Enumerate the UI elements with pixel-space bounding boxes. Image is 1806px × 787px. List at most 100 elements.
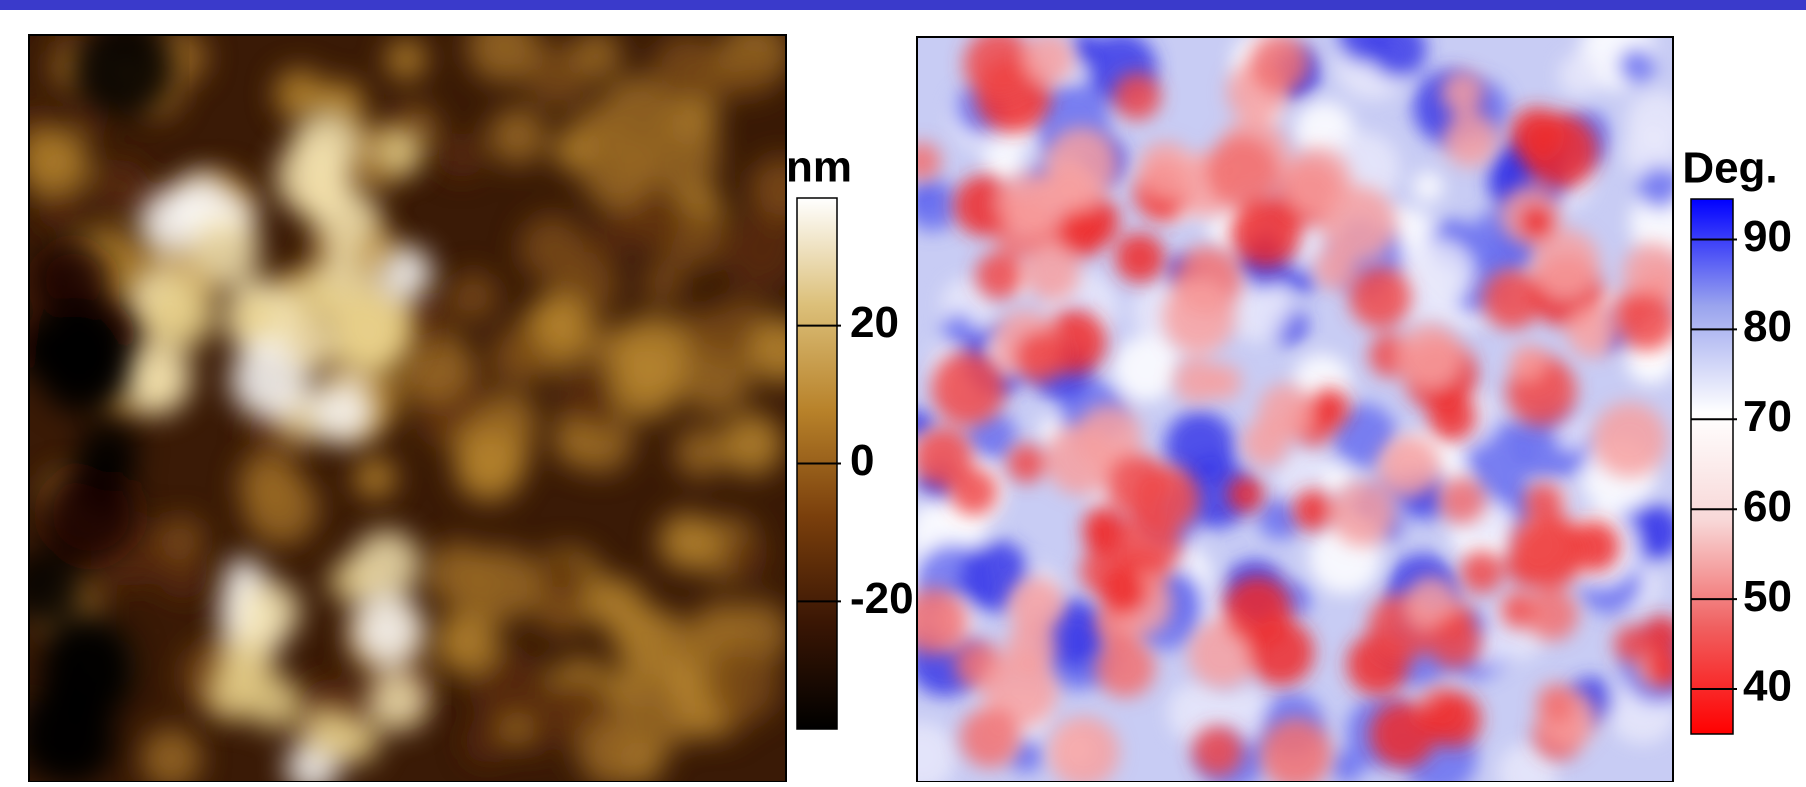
grain [1443,111,1498,166]
grain [1627,90,1688,151]
grain [1113,73,1161,121]
grain [1113,336,1178,401]
grain [906,179,959,232]
grain [1023,33,1074,84]
grain [1522,113,1598,189]
grain [311,379,376,444]
grain [1338,14,1388,64]
grain [652,33,722,103]
grain [1138,142,1192,196]
grain [333,718,379,764]
grain [1413,172,1443,202]
grain [1646,651,1683,688]
grain [1025,246,1080,301]
grain [1614,625,1652,663]
grain [702,646,780,724]
grain [189,216,261,288]
grain [1174,358,1220,404]
top-bar [0,0,1806,10]
colorbar [1691,199,1733,734]
grain [1370,701,1436,767]
grain [1095,638,1155,698]
grain [465,719,509,763]
grain [1558,54,1601,97]
grain [1099,568,1147,616]
grain [1592,402,1667,477]
grain [931,351,1005,425]
grain [454,432,523,501]
colorbar-label: Deg. [1682,144,1777,193]
grain [1460,551,1503,594]
phase-image [886,14,1702,782]
grain [537,587,586,636]
grain [1331,750,1364,782]
grain [1513,520,1583,590]
grain [573,30,622,79]
grain [1537,684,1576,723]
colorbar-tick-label: 70 [1743,392,1792,441]
grain [489,327,549,387]
grain [448,272,499,323]
grain [1115,233,1165,283]
colorbar-tick-label: 60 [1743,482,1792,531]
grain [1309,388,1349,428]
grain [960,707,1020,767]
grain [1321,186,1397,262]
grain [1205,135,1278,208]
grain [1510,345,1547,382]
colorbar-tick-label: 40 [1743,662,1792,711]
grain [30,306,122,398]
grain [1006,622,1057,673]
grain [379,246,433,300]
grain [675,427,726,478]
colorbar-tick-label: 90 [1743,212,1792,261]
grain [611,348,682,419]
grain [1248,619,1314,685]
grain [732,57,771,96]
grain [352,530,421,599]
colorbar-tick-label: 20 [850,298,899,347]
grain [159,516,206,563]
grain [1192,726,1243,777]
grain [467,11,539,83]
grain [1014,331,1066,383]
grain [646,120,719,193]
grain [1227,476,1263,512]
grain [93,159,148,214]
grain [354,457,396,499]
grain [248,674,303,729]
grain [386,39,427,80]
grain [1531,229,1600,298]
grain [998,172,1061,235]
grain [1618,47,1655,84]
grain [950,468,997,515]
grain [1524,483,1564,523]
grain [1349,266,1411,328]
grain [659,513,717,571]
grain [1106,453,1168,515]
grain [78,422,139,483]
grain [439,133,484,178]
grain [1439,477,1486,524]
grain [581,138,653,210]
grain [662,620,707,665]
grain [976,252,1024,300]
grain [74,19,172,117]
grain [1378,436,1440,498]
grain [721,212,801,292]
grain [144,280,215,351]
grain [244,471,318,545]
grain [41,614,138,711]
grain [1567,306,1618,357]
grain [1638,166,1681,209]
grain [1526,589,1578,641]
grain [488,107,546,165]
grain [1397,323,1461,387]
grain [1428,615,1481,668]
grain [39,186,84,231]
grain [1409,239,1474,304]
grain [902,142,941,181]
grain [1007,444,1046,483]
grain [721,413,783,475]
figure: nm200-20Deg.908070605040 [0,0,1806,782]
